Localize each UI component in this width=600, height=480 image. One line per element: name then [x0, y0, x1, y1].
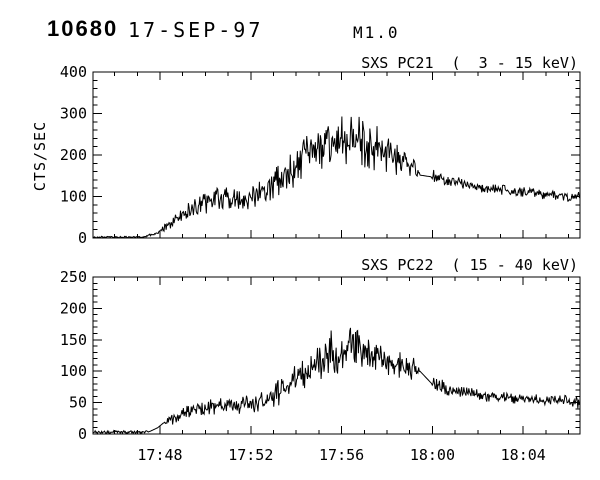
goes-class: M1.0	[353, 23, 400, 42]
y-tick-label: 150	[60, 331, 87, 349]
y-tick-label: 300	[60, 105, 87, 123]
y-tick-label: 0	[78, 425, 87, 443]
panel-title-pc22: SXS PC22 ( 15 - 40 keV)	[361, 256, 578, 274]
y-tick-label: 50	[69, 394, 87, 412]
y-tick-label: 200	[60, 299, 87, 317]
y-tick-label: 0	[78, 229, 87, 247]
flare-date: 17-SEP-97	[128, 18, 264, 42]
y-axis-label: CTS/SEC	[31, 120, 49, 192]
panel-title-pc21: SXS PC21 ( 3 - 15 keV)	[361, 54, 578, 72]
x-tick-label: 17:48	[137, 446, 182, 464]
pc22-trace	[92, 327, 581, 435]
x-tick-label: 18:04	[501, 446, 546, 464]
flare-number: 10680	[47, 16, 119, 41]
y-tick-label: 100	[60, 188, 87, 206]
y-tick-label: 100	[60, 362, 87, 380]
x-tick-label: 17:56	[319, 446, 364, 464]
y-tick-label: 250	[60, 268, 87, 286]
pc21-trace	[92, 116, 581, 239]
x-tick-label: 17:52	[228, 446, 273, 464]
x-tick-label: 18:00	[410, 446, 455, 464]
pc21-frame	[92, 71, 581, 239]
pc22-frame	[92, 276, 581, 435]
y-tick-label: 200	[60, 146, 87, 164]
y-tick-label: 400	[60, 63, 87, 81]
